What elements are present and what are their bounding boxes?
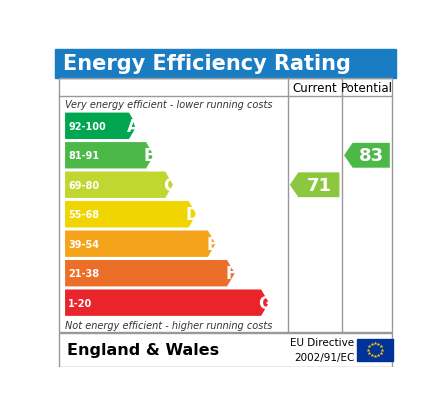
Bar xyxy=(55,50,396,79)
Text: 1-20: 1-20 xyxy=(68,298,92,308)
Text: 69-80: 69-80 xyxy=(68,180,99,190)
Text: Not energy efficient - higher running costs: Not energy efficient - higher running co… xyxy=(65,320,272,330)
Polygon shape xyxy=(65,260,235,287)
Polygon shape xyxy=(65,143,154,169)
Bar xyxy=(59,79,392,332)
Text: EU Directive
2002/91/EC: EU Directive 2002/91/EC xyxy=(290,337,354,362)
Text: F: F xyxy=(225,265,237,282)
Bar xyxy=(59,333,392,367)
Text: 55-68: 55-68 xyxy=(68,210,99,220)
Polygon shape xyxy=(65,290,269,316)
Text: Current: Current xyxy=(292,81,337,95)
Text: 39-54: 39-54 xyxy=(68,239,99,249)
Text: 83: 83 xyxy=(359,147,384,165)
Text: 81-91: 81-91 xyxy=(68,151,99,161)
Text: G: G xyxy=(258,294,272,312)
Text: B: B xyxy=(143,147,156,165)
Text: 92-100: 92-100 xyxy=(68,121,106,131)
Text: Very energy efficient - lower running costs: Very energy efficient - lower running co… xyxy=(65,100,272,109)
Text: A: A xyxy=(126,118,139,135)
Text: 21-38: 21-38 xyxy=(68,268,99,278)
Polygon shape xyxy=(344,143,390,168)
Text: C: C xyxy=(163,176,175,194)
Polygon shape xyxy=(65,231,216,257)
Bar xyxy=(357,339,393,361)
Polygon shape xyxy=(65,113,137,140)
Polygon shape xyxy=(65,202,196,228)
Text: England & Wales: England & Wales xyxy=(66,342,219,357)
Text: Energy Efficiency Rating: Energy Efficiency Rating xyxy=(63,54,351,74)
Text: 71: 71 xyxy=(306,176,331,194)
Polygon shape xyxy=(65,172,173,199)
Text: Potential: Potential xyxy=(341,81,393,95)
Text: D: D xyxy=(186,206,199,224)
Polygon shape xyxy=(290,173,339,198)
Text: E: E xyxy=(206,235,217,253)
